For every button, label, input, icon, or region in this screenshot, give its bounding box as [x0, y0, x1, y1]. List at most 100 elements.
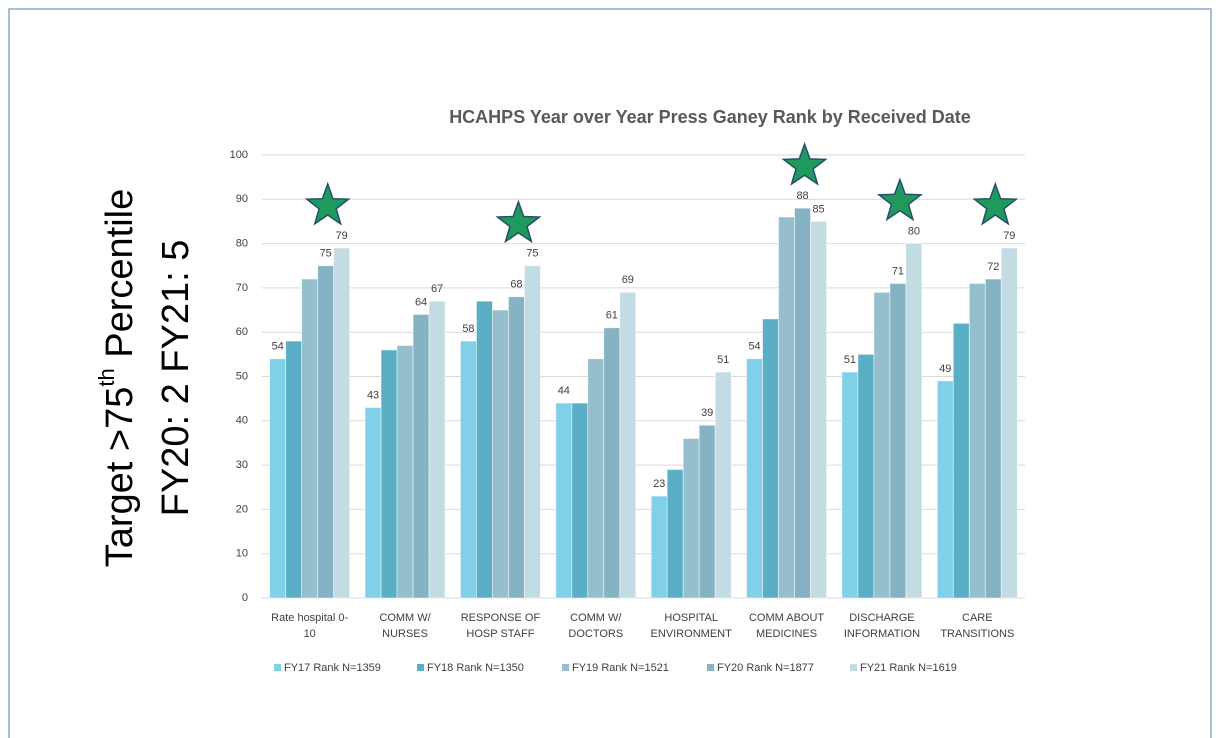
bar: [460, 340, 477, 599]
bar: [762, 318, 779, 599]
x-tick-label: DOCTORS: [568, 628, 623, 640]
legend-label: FY17 Rank N=1359: [284, 662, 381, 674]
data-label: 49: [939, 363, 951, 375]
bar: [269, 358, 287, 599]
star: [972, 181, 1019, 226]
x-tick-label: MEDICINES: [756, 628, 817, 640]
bar: [968, 283, 986, 599]
bar: [841, 371, 859, 599]
bar: [428, 300, 446, 599]
bar: [333, 247, 351, 599]
bar: [905, 243, 923, 599]
bar: [714, 371, 732, 599]
side-text: Target >75: [99, 387, 141, 568]
data-label: 51: [844, 354, 856, 366]
bar: [698, 424, 716, 599]
side-text: Percentile: [99, 189, 141, 369]
data-label: 72: [987, 261, 999, 273]
bar: [317, 265, 335, 599]
bar: [746, 358, 763, 599]
x-tick-label: ENVIRONMENT: [651, 628, 733, 640]
side-sup: th: [94, 368, 119, 386]
data-label: 23: [653, 478, 665, 490]
bar: [476, 300, 493, 599]
bar: [857, 353, 875, 599]
x-tick-label: HOSPITAL: [664, 612, 718, 624]
data-label: 54: [272, 341, 284, 353]
data-label: 67: [431, 283, 443, 295]
data-label: 61: [606, 310, 618, 322]
x-tick-label: RESPONSE OF: [461, 612, 541, 624]
bar: [650, 495, 668, 599]
bar: [524, 265, 541, 599]
data-label: 43: [367, 389, 379, 401]
legend-label: FY20 Rank N=1877: [717, 662, 814, 674]
y-tick-label: 60: [236, 326, 248, 338]
bar: [285, 340, 303, 599]
data-label: 88: [796, 190, 808, 202]
legend-label: FY19 Rank N=1521: [572, 662, 669, 674]
y-tick-label: 50: [236, 370, 248, 382]
bar: [301, 278, 319, 599]
data-label: 85: [812, 203, 824, 215]
y-tick-label: 100: [230, 149, 248, 161]
bar: [412, 314, 430, 599]
x-tick-label: NURSES: [382, 628, 428, 640]
bar: [889, 283, 907, 599]
x-tick-label: COMM W/: [570, 612, 622, 624]
bar: [492, 309, 509, 599]
data-label: 79: [336, 230, 348, 242]
y-tick-label: 0: [242, 592, 248, 604]
legend-swatch: [274, 664, 281, 671]
x-tick-label: 10: [304, 628, 316, 640]
x-tick-label: Rate hospital 0-: [271, 612, 348, 624]
x-tick-label: TRANSITIONS: [940, 628, 1014, 640]
y-tick-label: 70: [236, 282, 248, 294]
legend-swatch: [850, 664, 857, 671]
bar: [778, 216, 795, 599]
bar: [619, 291, 637, 599]
star: [304, 181, 351, 226]
star: [876, 177, 924, 222]
bar: [984, 278, 1002, 599]
bar: [587, 358, 605, 599]
bar: [555, 402, 573, 599]
bar: [508, 296, 525, 599]
bar: [810, 221, 827, 599]
data-label: 39: [701, 407, 713, 419]
bar: [952, 322, 970, 599]
y-tick-label: 10: [236, 548, 248, 560]
bar: [936, 380, 954, 599]
x-tick-label: INFORMATION: [844, 628, 920, 640]
bar: [666, 469, 684, 599]
y-tick-label: 30: [236, 459, 248, 471]
x-tick-label: HOSP STAFF: [466, 628, 534, 640]
bar: [364, 407, 382, 599]
bar: [603, 327, 621, 599]
star: [781, 141, 828, 186]
bar: [873, 291, 891, 599]
side-line1: Target >75th Percentile: [94, 189, 141, 568]
legend-label: FY21 Rank N=1619: [860, 662, 957, 674]
data-label: 68: [510, 279, 522, 291]
x-tick-label: COMM ABOUT: [749, 612, 824, 624]
y-tick-label: 20: [236, 503, 248, 515]
x-tick-label: DISCHARGE: [849, 612, 914, 624]
side-line2: FY20: 2 FY21: 5: [155, 240, 197, 517]
data-label: 54: [748, 341, 760, 353]
data-label: 64: [415, 296, 427, 308]
data-label: 69: [622, 274, 634, 286]
bar: [1000, 247, 1018, 599]
legend-swatch: [562, 664, 569, 671]
bar: [396, 345, 414, 599]
y-tick-label: 80: [236, 238, 248, 250]
x-tick-label: COMM W/: [379, 612, 431, 624]
data-label: 71: [892, 265, 904, 277]
data-label: 58: [462, 323, 474, 335]
y-tick-label: 40: [236, 415, 248, 427]
data-label: 79: [1003, 230, 1015, 242]
chart-title: HCAHPS Year over Year Press Ganey Rank b…: [449, 107, 971, 127]
bar: [682, 438, 700, 599]
data-label: 44: [558, 385, 570, 397]
